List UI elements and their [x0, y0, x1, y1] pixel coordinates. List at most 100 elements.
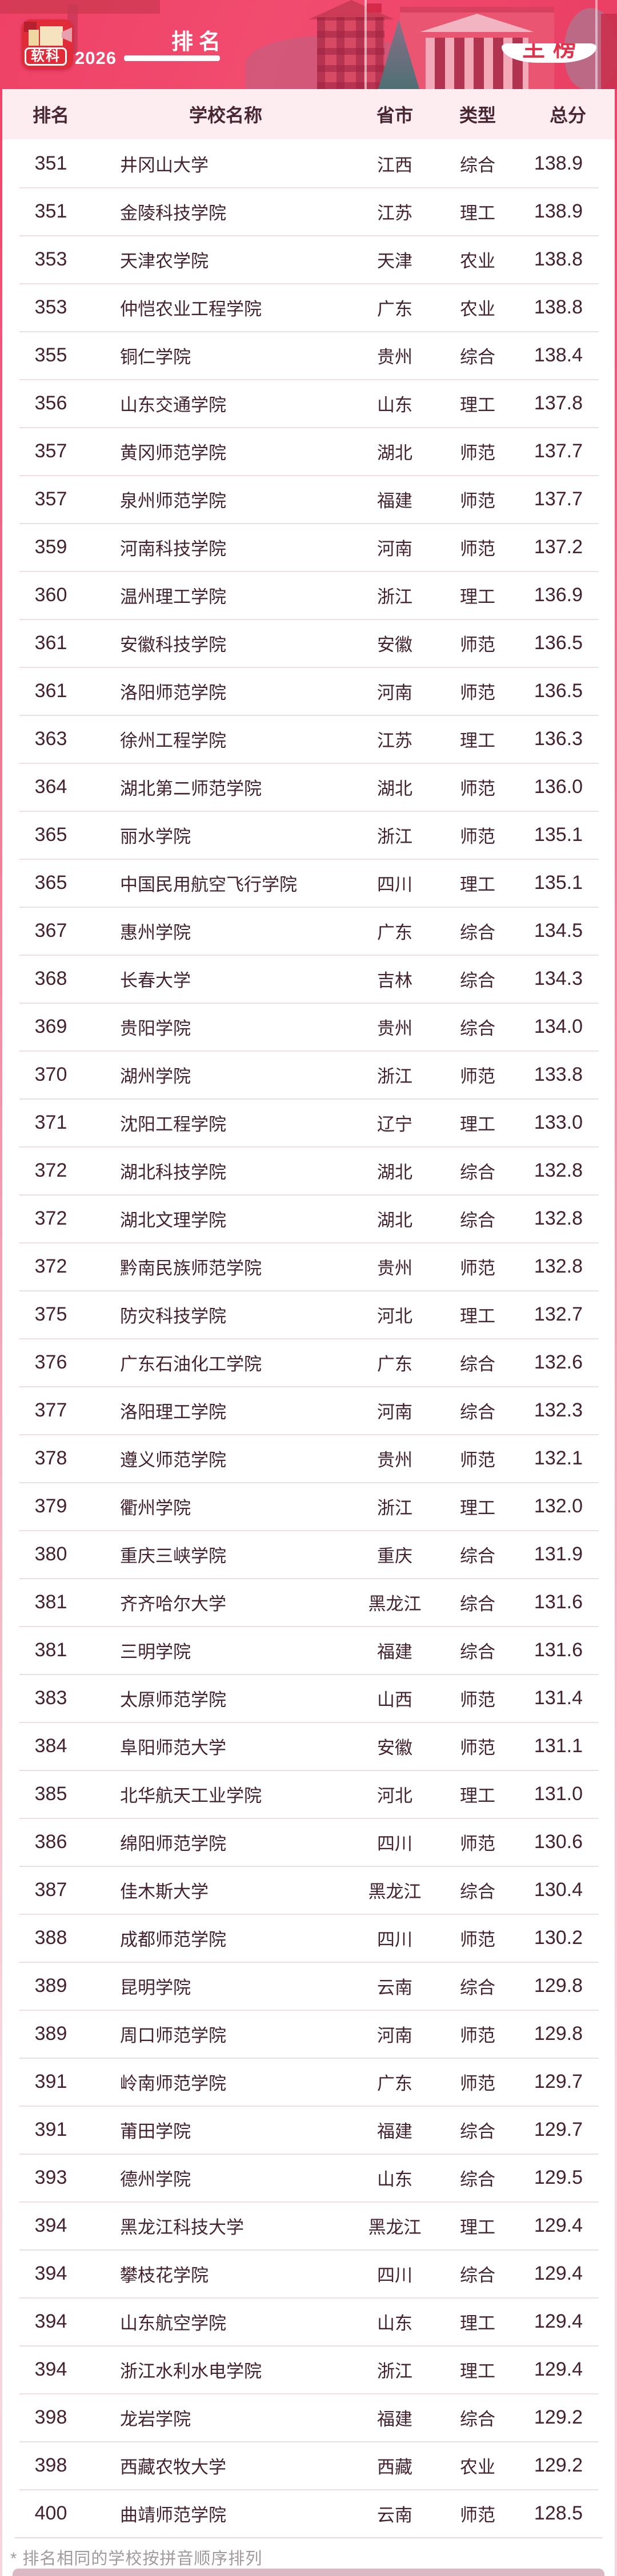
cell-rank: 353: [34, 296, 67, 318]
cell-province: 江苏: [377, 203, 412, 223]
main-list-badge[interactable]: 主榜: [502, 43, 596, 63]
table-row[interactable]: 364 湖北第二师范学院 湖北 师范 136.0: [2, 763, 615, 811]
cell-name: 惠州学院: [120, 922, 191, 943]
table-row[interactable]: 394 浙江水利水电学院 浙江 理工 129.4: [2, 2345, 615, 2393]
cell-type: 理工: [460, 874, 495, 895]
table-row[interactable]: 385 北华航天工业学院 河北 理工 131.0: [2, 1770, 615, 1818]
table-row[interactable]: 361 洛阳师范学院 河南 师范 136.5: [2, 667, 615, 715]
cell-type: 理工: [460, 1785, 495, 1806]
table-row[interactable]: 380 重庆三峡学院 重庆 综合 131.9: [2, 1530, 615, 1578]
table-row[interactable]: 370 湖州学院 浙江 师范 133.8: [2, 1050, 615, 1098]
cell-type: 理工: [460, 203, 495, 223]
cell-score: 129.4: [534, 2262, 583, 2284]
cell-rank: 369: [34, 1015, 67, 1037]
illustration-roof-left: [0, 0, 160, 14]
cell-name: 徐州工程学院: [120, 730, 226, 751]
table-row[interactable]: 391 莆田学院 福建 综合 129.7: [2, 2106, 615, 2154]
logo-building-shape: [40, 26, 63, 46]
cell-score: 135.1: [534, 823, 583, 846]
cell-rank: 361: [34, 679, 67, 702]
table-row[interactable]: 365 中国民用航空飞行学院 四川 理工 135.1: [2, 859, 615, 907]
cell-province: 湖北: [377, 442, 412, 463]
table-row[interactable]: 387 佳木斯大学 黑龙江 综合 130.4: [2, 1866, 615, 1914]
table-row[interactable]: 389 昆明学院 云南 综合 129.8: [2, 1962, 615, 2010]
table-row[interactable]: 357 黄冈师范学院 湖北 师范 137.7: [2, 427, 615, 475]
table-row[interactable]: 394 攀枝花学院 四川 综合 129.4: [2, 2249, 615, 2297]
table-body: 351 井冈山大学 江西 综合 138.9 351 金陵科技学院 江苏 理工 138.9 353 天津…: [2, 139, 615, 2537]
table-row[interactable]: 359 河南科技学院 河南 师范 137.2: [2, 523, 615, 571]
table-row[interactable]: 363 徐州工程学院 江苏 理工 136.3: [2, 715, 615, 763]
table-row[interactable]: 351 金陵科技学院 江苏 理工 138.9: [2, 187, 615, 235]
cell-name: 洛阳师范学院: [120, 682, 226, 703]
table-row[interactable]: 384 阜阳师范大学 安徽 师范 131.1: [2, 1722, 615, 1770]
table-row[interactable]: 353 天津农学院 天津 农业 138.8: [2, 235, 615, 283]
cell-type: 综合: [460, 922, 495, 943]
table-row[interactable]: 365 丽水学院 浙江 师范 135.1: [2, 811, 615, 859]
cell-province: 山东: [377, 2169, 412, 2189]
table-row[interactable]: 391 岭南师范学院 广东 师范 129.7: [2, 2058, 615, 2106]
cell-province: 河南: [377, 682, 412, 703]
table-row[interactable]: 394 黑龙江科技大学 黑龙江 理工 129.4: [2, 2201, 615, 2249]
cell-type: 师范: [460, 490, 495, 511]
table-row[interactable]: 398 西藏农牧大学 西藏 农业 129.2: [2, 2441, 615, 2489]
table-row[interactable]: 400 曲靖师范学院 云南 师范 128.5: [2, 2489, 615, 2537]
table-row[interactable]: 394 山东航空学院 山东 理工 129.4: [2, 2297, 615, 2345]
table-row[interactable]: 383 太原师范学院 山西 师范 131.4: [2, 1674, 615, 1722]
table-row[interactable]: 360 温州理工学院 浙江 理工 136.9: [2, 571, 615, 619]
table-row[interactable]: 367 惠州学院 广东 综合 134.5: [2, 907, 615, 955]
table-row[interactable]: 393 德州学院 山东 综合 129.5: [2, 2154, 615, 2201]
table-row[interactable]: 372 黔南民族师范学院 贵州 师范 132.8: [2, 1242, 615, 1290]
table-row[interactable]: 351 井冈山大学 江西 综合 138.9: [2, 139, 615, 187]
cell-name: 三明学院: [120, 1641, 191, 1662]
cell-name: 温州理工学院: [120, 586, 226, 607]
table-row[interactable]: 381 三明学院 福建 综合 131.6: [2, 1626, 615, 1674]
table-row[interactable]: 375 防灾科技学院 河北 理工 132.7: [2, 1290, 615, 1338]
cell-score: 128.5: [534, 2502, 583, 2524]
cell-score: 129.2: [534, 2454, 583, 2476]
cell-score: 132.8: [534, 1255, 583, 1277]
cell-rank: 398: [34, 2454, 67, 2476]
table-row[interactable]: 381 齐齐哈尔大学 黑龙江 综合 131.6: [2, 1578, 615, 1626]
footnote-text: * 排名相同的学校按拼音顺序排列: [10, 2550, 263, 2568]
cell-name: 昆明学院: [120, 1977, 191, 1998]
table-row[interactable]: 388 成都师范学院 四川 师范 130.2: [2, 1914, 615, 1962]
cell-score: 129.7: [534, 2118, 583, 2140]
table-row[interactable]: 372 湖北科技学院 湖北 综合 132.8: [2, 1146, 615, 1194]
cell-score: 133.8: [534, 1063, 583, 1085]
cell-province: 湖北: [377, 1210, 412, 1230]
cell-type: 综合: [460, 970, 495, 991]
table-row[interactable]: 371 沈阳工程学院 辽宁 理工 133.0: [2, 1098, 615, 1146]
table-row[interactable]: 361 安徽科技学院 安徽 师范 136.5: [2, 619, 615, 667]
table-row[interactable]: 377 洛阳理工学院 河南 综合 132.3: [2, 1386, 615, 1434]
table-row[interactable]: 376 广东石油化工学院 广东 综合 132.6: [2, 1338, 615, 1386]
table-row[interactable]: 369 贵阳学院 贵州 综合 134.0: [2, 1003, 615, 1050]
cell-province: 福建: [377, 2121, 412, 2142]
table-row[interactable]: 356 山东交通学院 山东 理工 137.8: [2, 379, 615, 427]
table-row[interactable]: 386 绵阳师范学院 四川 师范 130.6: [2, 1818, 615, 1866]
ranking-table-card: 排名 学校名称 省市 类型 总分 351 井冈山大学 江西 综合 138.9 351 金陵科…: [2, 89, 615, 2576]
table-row[interactable]: 353 仲恺农业工程学院 广东 农业 138.8: [2, 283, 615, 331]
cell-name: 衢州学院: [120, 1498, 191, 1518]
cell-type: 农业: [460, 299, 495, 319]
table-row[interactable]: 368 长春大学 吉林 综合 134.3: [2, 955, 615, 1003]
table-row[interactable]: 357 泉州师范学院 福建 师范 137.7: [2, 475, 615, 523]
cell-type: 综合: [460, 1641, 495, 1662]
table-row[interactable]: 389 周口师范学院 河南 师范 129.8: [2, 2010, 615, 2058]
table-row[interactable]: 379 衢州学院 浙江 理工 132.0: [2, 1482, 615, 1530]
cell-name: 遵义师范学院: [120, 1450, 226, 1470]
cell-rank: 359: [34, 536, 67, 558]
cell-rank: 363: [34, 727, 67, 750]
cell-score: 132.8: [534, 1159, 583, 1181]
table-row[interactable]: 398 龙岩学院 福建 综合 129.2: [2, 2393, 615, 2441]
cell-province: 四川: [377, 874, 412, 895]
cell-type: 综合: [460, 2169, 495, 2189]
table-row[interactable]: 355 铜仁学院 贵州 综合 138.4: [2, 331, 615, 379]
header-province: 省市: [376, 105, 413, 126]
table-row[interactable]: 378 遵义师范学院 贵州 师范 132.1: [2, 1434, 615, 1482]
cell-name: 黔南民族师范学院: [120, 1258, 262, 1278]
cell-score: 131.6: [534, 1639, 583, 1661]
cell-score: 129.4: [534, 2214, 583, 2236]
table-row[interactable]: 372 湖北文理学院 湖北 综合 132.8: [2, 1194, 615, 1242]
cell-score: 130.2: [534, 1926, 583, 1949]
cell-name: 山东交通学院: [120, 395, 226, 415]
